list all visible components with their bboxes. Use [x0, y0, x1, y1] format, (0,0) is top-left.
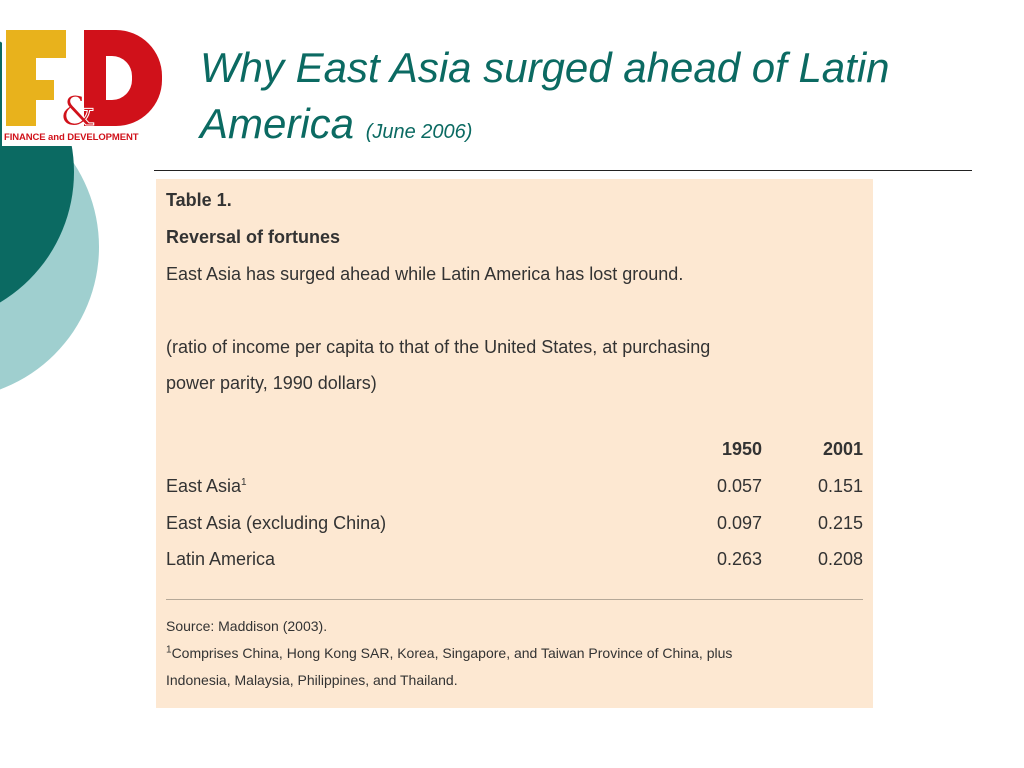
table-divider [166, 599, 863, 600]
logo-ampersand: & [60, 89, 97, 135]
fd-logo: & FINANCE and DEVELOPMENT [2, 28, 168, 146]
footnote-marker: 1 [241, 477, 247, 488]
table-label: Table 1. [166, 190, 232, 210]
table-cell: 0.151 [817, 476, 863, 496]
table-cell: 0.057 [716, 476, 762, 496]
title-date: (June 2006) [365, 121, 473, 143]
table-panel: Table 1. Reversal of fortunes East Asia … [156, 179, 873, 708]
slide-title: Why East Asia surged ahead of Latin Amer… [200, 40, 990, 160]
table-footnote-line-2: Indonesia, Malaysia, Philippines, and Th… [166, 672, 458, 688]
footnote-marker: 1 [166, 644, 172, 656]
table-row-label: East Asia (excluding China) [166, 513, 387, 533]
title-divider [154, 170, 972, 171]
title-line-2: America (June 2006) [200, 96, 990, 160]
table-footnote-line-1: 1Comprises China, Hong Kong SAR, Korea, … [166, 644, 733, 661]
table-heading: Reversal of fortunes [166, 227, 341, 247]
column-header-1950: 1950 [721, 439, 762, 459]
title-line-1: Why East Asia surged ahead of Latin [200, 44, 890, 91]
table-row-label: East Asia1 [166, 476, 247, 496]
table-note-line-1: (ratio of income per capita to that of t… [166, 337, 711, 357]
table-subtitle: East Asia has surged ahead while Latin A… [166, 264, 684, 284]
table-cell: 0.208 [817, 549, 863, 569]
table-cell: 0.263 [716, 549, 762, 569]
table-cell: 0.215 [817, 513, 863, 533]
table-source: Source: Maddison (2003). [166, 618, 328, 634]
table-row-label: Latin America [166, 549, 276, 569]
title-line-2-text: America [200, 100, 355, 147]
logo-caption: FINANCE and DEVELOPMENT [4, 132, 139, 143]
column-header-2001: 2001 [822, 439, 863, 459]
table-note-line-2: power parity, 1990 dollars) [166, 373, 377, 393]
table-cell: 0.097 [716, 513, 762, 533]
